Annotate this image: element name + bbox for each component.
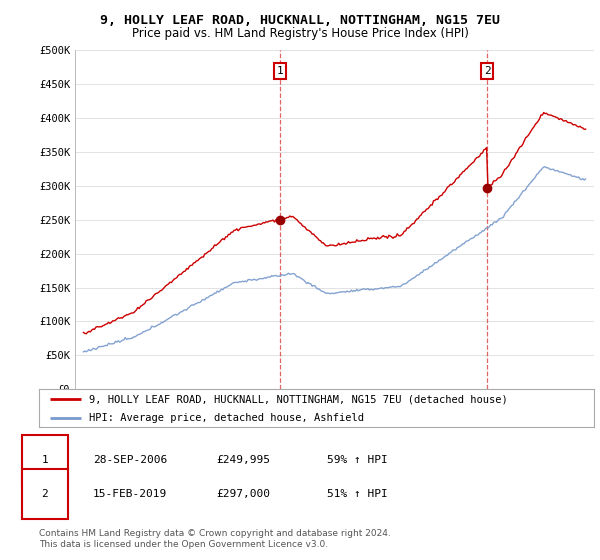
Text: 2: 2	[484, 66, 491, 76]
Text: Contains HM Land Registry data © Crown copyright and database right 2024.
This d: Contains HM Land Registry data © Crown c…	[39, 529, 391, 549]
Text: 9, HOLLY LEAF ROAD, HUCKNALL, NOTTINGHAM, NG15 7EU (detached house): 9, HOLLY LEAF ROAD, HUCKNALL, NOTTINGHAM…	[89, 394, 508, 404]
Text: £249,995: £249,995	[216, 455, 270, 465]
Text: 1: 1	[277, 66, 283, 76]
Text: 51% ↑ HPI: 51% ↑ HPI	[327, 489, 388, 499]
Text: HPI: Average price, detached house, Ashfield: HPI: Average price, detached house, Ashf…	[89, 413, 364, 423]
Text: £297,000: £297,000	[216, 489, 270, 499]
Text: 59% ↑ HPI: 59% ↑ HPI	[327, 455, 388, 465]
Text: 9, HOLLY LEAF ROAD, HUCKNALL, NOTTINGHAM, NG15 7EU: 9, HOLLY LEAF ROAD, HUCKNALL, NOTTINGHAM…	[100, 14, 500, 27]
Text: 28-SEP-2006: 28-SEP-2006	[93, 455, 167, 465]
Text: Price paid vs. HM Land Registry's House Price Index (HPI): Price paid vs. HM Land Registry's House …	[131, 27, 469, 40]
Text: 2: 2	[41, 489, 49, 499]
Text: 15-FEB-2019: 15-FEB-2019	[93, 489, 167, 499]
Text: 1: 1	[41, 455, 49, 465]
